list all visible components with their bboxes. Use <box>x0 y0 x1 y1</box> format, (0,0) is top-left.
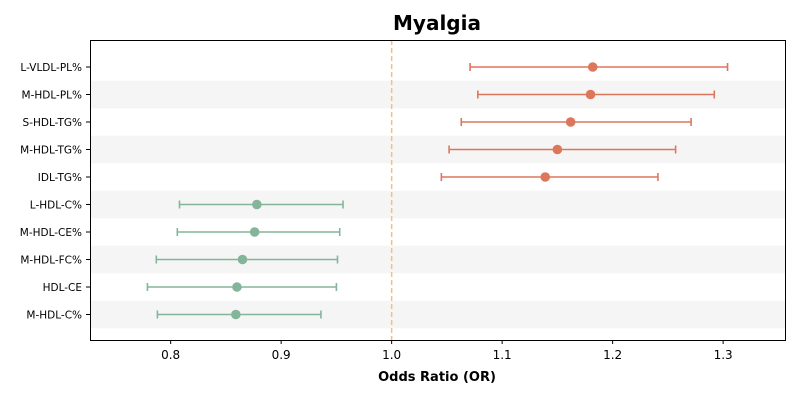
y-tick-label: M-HDL-TG% <box>20 145 82 157</box>
x-tick-label: 1.0 <box>382 348 401 362</box>
x-tick-label: 1.2 <box>603 348 622 362</box>
x-tick-label: 1.1 <box>493 348 512 362</box>
or-point <box>565 117 576 127</box>
y-axis: L-VLDL-PL% M-HDL-PL% S-HDL-TG% M-HDL-TG% IDL… <box>20 62 90 322</box>
or-point <box>231 309 241 320</box>
or-point <box>552 144 563 155</box>
y-tick-label: M-HDL-FC% <box>20 255 82 267</box>
or-point <box>237 254 248 265</box>
x-tick-label: 1.3 <box>714 348 733 362</box>
plot-frame <box>90 40 786 341</box>
y-tick-label: IDL-TG% <box>38 172 82 184</box>
y-tick-label: L-HDL-C% <box>30 200 82 212</box>
x-tick-label: 0.8 <box>161 348 180 362</box>
x-axis-label: Odds Ratio (OR) <box>378 370 496 385</box>
y-tick-label: M-HDL-PL% <box>22 90 82 102</box>
y-tick-label: S-HDL-TG% <box>23 117 82 129</box>
or-point <box>587 62 598 72</box>
y-tick-label: L-VLDL-PL% <box>20 62 82 74</box>
chart-title: Myalgia <box>393 11 481 35</box>
estimate-marks <box>146 62 729 320</box>
x-axis: 0.8 0.9 1.0 1.1 1.2 1.3 <box>161 340 733 362</box>
or-point <box>540 172 551 182</box>
y-tick-label: M-HDL-C% <box>26 310 82 322</box>
row-band <box>90 135 785 164</box>
y-tick-label: M-HDL-CE% <box>20 227 82 239</box>
or-point <box>249 227 260 237</box>
y-tick-label: HDL-CE <box>43 282 82 294</box>
or-point <box>252 199 262 210</box>
or-point <box>585 89 596 100</box>
x-tick-label: 0.9 <box>272 348 291 362</box>
or-point <box>232 282 242 292</box>
